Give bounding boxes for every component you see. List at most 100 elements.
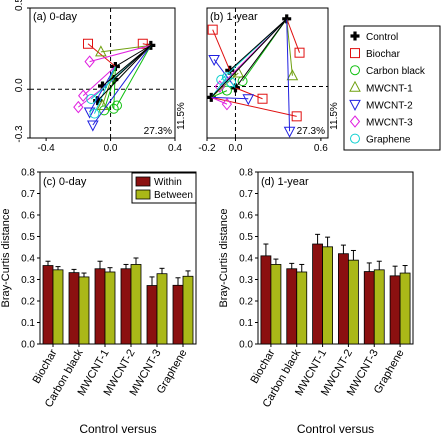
connector-line (89, 44, 151, 63)
connector-line (211, 90, 228, 98)
series-carbon-black (99, 45, 152, 116)
x-tick-label: -0.4 (37, 143, 55, 154)
y-tick-label: 0.7 (239, 189, 253, 200)
legend-swatch-between (135, 189, 151, 200)
legend-marker (350, 31, 360, 41)
bar-between (78, 276, 90, 345)
legend-item-control: Control (350, 31, 398, 43)
legend-frame (343, 25, 441, 151)
connector-line (235, 18, 288, 89)
pc1-explained: 27.3% (297, 126, 325, 137)
legend-item-mwcnt-3: MWCNT-3 (349, 115, 413, 129)
connector-line (211, 96, 228, 105)
connector-line (97, 45, 152, 101)
data-point (73, 100, 84, 114)
series-biochar (83, 38, 151, 67)
bar-within (68, 272, 80, 345)
y-tick-label: 0.7 (21, 189, 35, 200)
scatter-legend: Control Biochar Carbon black MWCNT-1 MWCNT-2… (343, 25, 441, 151)
y-tick-label: 0.1 (21, 318, 35, 329)
y-tick-label: 0.5 (21, 232, 35, 243)
y-tick-label: 0.4 (239, 254, 253, 265)
bar-panel-c: 0.0 0.1 0.2 0.3 0.4 0.5 0.6 0.7 0.8 Bray-Curtis d… (0, 168, 197, 436)
pc1-explained: 27.3% (144, 126, 172, 137)
data-point (226, 77, 237, 88)
y-axis-label: Bray-Curtis distance (218, 208, 230, 307)
data-point (99, 105, 110, 116)
bar-panel-d: 0.0 0.1 0.2 0.3 0.4 0.5 0.6 0.7 0.8 Bray-Curtis d… (218, 168, 414, 436)
data-point (257, 93, 268, 104)
data-point (242, 94, 255, 106)
legend-label: Control (366, 32, 398, 43)
legend-label: Graphene (366, 135, 411, 146)
bar-within (389, 275, 401, 345)
legend-label: Between (154, 190, 193, 201)
bar-between (348, 259, 359, 345)
legend-item-biochar: Biochar (350, 48, 401, 60)
connector-line (210, 18, 288, 98)
bar-within (94, 268, 106, 345)
connector-line (230, 82, 236, 89)
connector-line (211, 96, 249, 100)
connector-line (286, 18, 293, 76)
bar-between (296, 271, 308, 345)
connector-line (102, 44, 152, 87)
legend-label: MWCNT-3 (366, 118, 413, 129)
y-tick-label: 0.0 (239, 340, 253, 351)
panel-title: (c) 0-day (43, 176, 87, 188)
data-point (286, 69, 299, 81)
x-tick-label: 0.0 (104, 143, 118, 154)
data-point (87, 120, 99, 132)
pcoa-panel-b: (b) 1-year -0.2 0.0 0.6 27.3% 11.5% (198, 7, 340, 154)
y-tick-label: 0.3 (239, 275, 253, 286)
panel-title: (a) 0-day (33, 11, 78, 23)
y-tick-label: 0.6 (239, 211, 253, 222)
plot-frame (206, 7, 329, 139)
bar-within (172, 284, 184, 345)
data-point (137, 38, 148, 49)
legend-marker (349, 80, 361, 92)
series-mwcnt-3 (211, 18, 288, 111)
x-axis-label: Control versus (79, 422, 156, 436)
legend-marker (350, 133, 360, 144)
data-point (84, 55, 95, 68)
y-tick-label: 0.8 (21, 168, 35, 179)
plot-frame (29, 7, 176, 139)
legend-label: Biochar (366, 49, 401, 60)
legend-marker (350, 65, 360, 76)
connector-line (100, 44, 151, 53)
connector-line (102, 66, 116, 106)
series-biochar (207, 18, 305, 122)
connector-line (82, 66, 116, 97)
y-axis-label: Bray-Curtis distance (0, 208, 12, 307)
connector-line (115, 44, 152, 67)
data-point (221, 85, 232, 96)
y-tick-label: -0.3 (14, 125, 25, 143)
legend-item-graphene: Graphene (350, 133, 411, 146)
control-connectors (97, 44, 152, 101)
data-point (294, 47, 305, 58)
legend-marker (349, 99, 361, 111)
bar-between (52, 269, 64, 345)
x-tick-label: 0.4 (168, 143, 182, 154)
connector-line (212, 29, 231, 71)
series-mwcnt-2 (208, 18, 296, 138)
bar-between (399, 272, 411, 345)
bar-between (322, 246, 333, 345)
connector-line (92, 45, 152, 126)
legend-item-carbon-black: Carbon black (350, 65, 426, 77)
control-connectors (210, 18, 288, 98)
bar-between (130, 264, 142, 345)
y-tick-label: 0.5 (239, 232, 253, 243)
x-axis-label: Control versus (297, 422, 374, 436)
pc2-explained: 11.5% (329, 102, 340, 130)
data-point (283, 126, 296, 138)
bar-within (363, 271, 375, 345)
bar-between (104, 271, 116, 345)
legend-swatch-within (135, 176, 151, 187)
data-point (95, 45, 107, 57)
pc2-explained: 11.5% (176, 102, 187, 130)
bar-within (120, 268, 132, 345)
data-point (89, 108, 100, 119)
data-point (291, 111, 302, 122)
